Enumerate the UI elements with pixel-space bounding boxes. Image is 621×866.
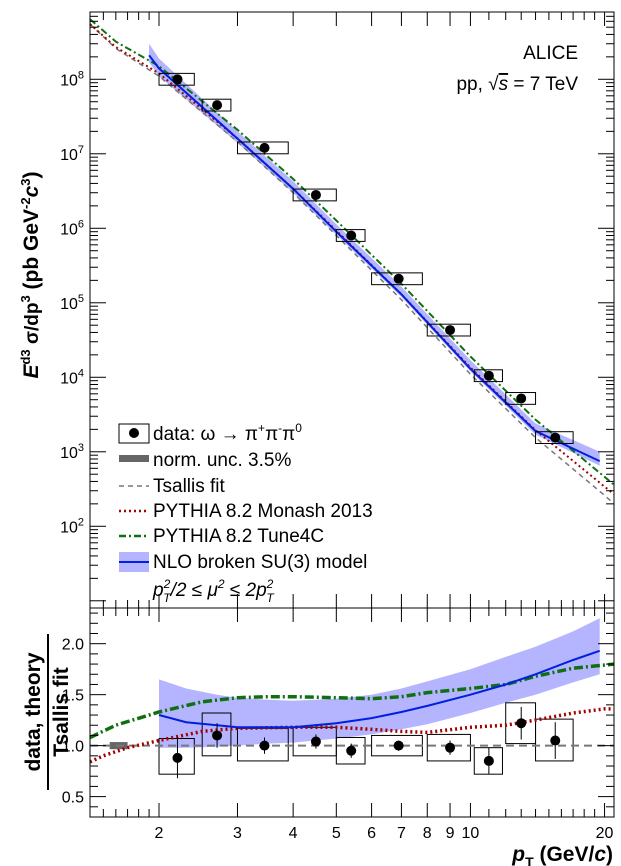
x-tick-label: 10 <box>462 825 480 842</box>
x-axis-title: pT (GeV/c) <box>511 843 613 866</box>
systematic-box <box>473 369 503 383</box>
nlo-ratio-band-area <box>159 618 600 748</box>
ratio-y-tick-label: 1.5 <box>62 688 84 705</box>
ratio-panel: 0.5 1.0 1.5 2.0 2 3 4 5 6 7 8 9 10 20 data, theory T… <box>22 607 615 866</box>
svg-text:NLO broken SU(3) model: NLO broken SU(3) model <box>153 552 367 573</box>
y-tick-label: 106 <box>60 218 84 238</box>
legend-entry-tune4c: PYTHIA 8.2 Tune4C <box>119 526 324 547</box>
svg-text:PYTHIA 8.2 Monash 2013: PYTHIA 8.2 Monash 2013 <box>153 501 373 522</box>
ratio-data-point <box>346 745 357 756</box>
y-tick-label: 102 <box>60 516 84 536</box>
systematic-box <box>371 272 423 286</box>
systematic-box <box>505 392 537 405</box>
y-tick-label: 105 <box>60 293 84 313</box>
ratio-y-tick-label: 0.5 <box>62 790 84 807</box>
ratio-curves <box>89 649 615 764</box>
data-point <box>393 273 404 284</box>
ratio-systematic-box <box>473 747 503 775</box>
ratio-data-point <box>445 742 456 753</box>
y-tick-label: 107 <box>60 144 84 164</box>
ratio-systematic-box <box>335 736 366 765</box>
experiment-label: ALICE <box>523 43 578 64</box>
y-tick-label: 104 <box>60 367 84 387</box>
data-point <box>172 74 183 85</box>
ratio-frame <box>89 607 615 818</box>
data-point <box>212 100 223 111</box>
ratio-data-point <box>550 735 561 746</box>
y-tick-label: 108 <box>60 69 84 89</box>
ratio-y-axis-title: data, theory Tsallis fit <box>22 634 73 790</box>
collision-system-label: pp, √s = 7 TeV <box>456 74 578 95</box>
svg-text:Ed3 σ/dp3 (pb GeV-2c3): Ed3 σ/dp3 (pb GeV-2c3) <box>18 171 43 378</box>
systematic-box <box>158 72 195 86</box>
svg-text:PYTHIA 8.2 Tune4C: PYTHIA 8.2 Tune4C <box>153 526 324 547</box>
ratio-data-point <box>172 752 183 763</box>
data-points <box>172 74 561 443</box>
systematic-box <box>535 431 574 444</box>
ratio-y-tick-label: 2.0 <box>62 637 84 654</box>
nlo-ratio-line <box>158 649 601 729</box>
legend-scale-range: p2 T/2 ≤ μ2 ≤ 2p2 T <box>152 577 275 605</box>
svg-text:Tsallis fit: Tsallis fit <box>153 476 226 497</box>
svg-text:data: ω → π+π-π0: data: ω → π+π-π0 <box>153 421 302 445</box>
systematic-box <box>292 188 337 202</box>
ratio-systematic-box <box>426 733 471 762</box>
y-axis-title: Ed3 σ/dp3 (pb GeV-2c3) <box>18 171 43 378</box>
legend-entry-monash: PYTHIA 8.2 Monash 2013 <box>119 501 373 522</box>
data-point <box>445 325 456 336</box>
ratio-systematic-box <box>201 712 232 757</box>
data-point <box>310 189 321 200</box>
x-axis-ticks-top <box>102 12 606 608</box>
ratio-data-point <box>516 718 527 729</box>
legend-entry-tsallis: Tsallis fit <box>119 476 226 497</box>
ratio-data-point <box>483 755 494 766</box>
legend-entry-norm-unc: norm. unc. 3.5% <box>119 450 291 471</box>
ratio-data-point <box>310 736 321 747</box>
y-tick-label: 103 <box>60 442 84 462</box>
data-point <box>483 370 494 381</box>
legend-entry-data: data: ω → π+π-π0 <box>118 421 302 445</box>
ratio-data-point <box>212 730 223 741</box>
x-tick-label: 2 <box>155 825 164 842</box>
monash-ratio-line <box>89 707 614 764</box>
x-tick-label: 20 <box>596 825 614 842</box>
x-tick-label: 5 <box>332 825 341 842</box>
x-tick-label: 6 <box>367 825 376 842</box>
ratio-y-ticks: 0.5 1.0 1.5 2.0 <box>62 612 614 818</box>
x-tick-label: 4 <box>289 825 298 842</box>
data-point <box>346 230 357 241</box>
y-axis-ticks: 102 103 104 105 106 107 108 <box>60 11 614 602</box>
data-point <box>259 142 270 153</box>
nlo-ratio-band <box>159 618 600 748</box>
x-tick-label: 9 <box>446 825 455 842</box>
data-point <box>550 432 561 443</box>
svg-text:data, theory: data, theory <box>22 652 45 771</box>
ratio-y-tick-label: 1.0 <box>62 739 84 756</box>
svg-text:norm. unc. 3.5%: norm. unc. 3.5% <box>153 450 291 471</box>
x-tick-label: 3 <box>233 825 242 842</box>
legend-entry-nlo: NLO broken SU(3) model <box>119 552 367 573</box>
systematic-box <box>201 98 232 112</box>
data-point <box>516 393 527 404</box>
ratio-data-point <box>259 740 270 751</box>
x-tick-label: 7 <box>397 825 406 842</box>
systematic-box <box>335 229 366 242</box>
ratio-data-points <box>172 706 561 779</box>
legend: data: ω → π+π-π0 norm. unc. 3.5% Tsallis… <box>118 421 373 605</box>
svg-text:Tsallis fit: Tsallis fit <box>50 667 73 756</box>
spectrum-panel: 102 103 104 105 106 107 108 ALICE pp, √s = 7 T… <box>18 11 615 609</box>
ratio-systematic-box <box>535 718 574 762</box>
systematic-boxes <box>158 72 574 444</box>
ratio-data-point <box>393 740 404 751</box>
systematic-box <box>236 141 289 155</box>
systematic-box <box>426 323 471 337</box>
x-tick-label: 8 <box>423 825 432 842</box>
x-axis-ticks: 2 3 4 5 6 7 8 9 10 20 <box>102 608 614 842</box>
